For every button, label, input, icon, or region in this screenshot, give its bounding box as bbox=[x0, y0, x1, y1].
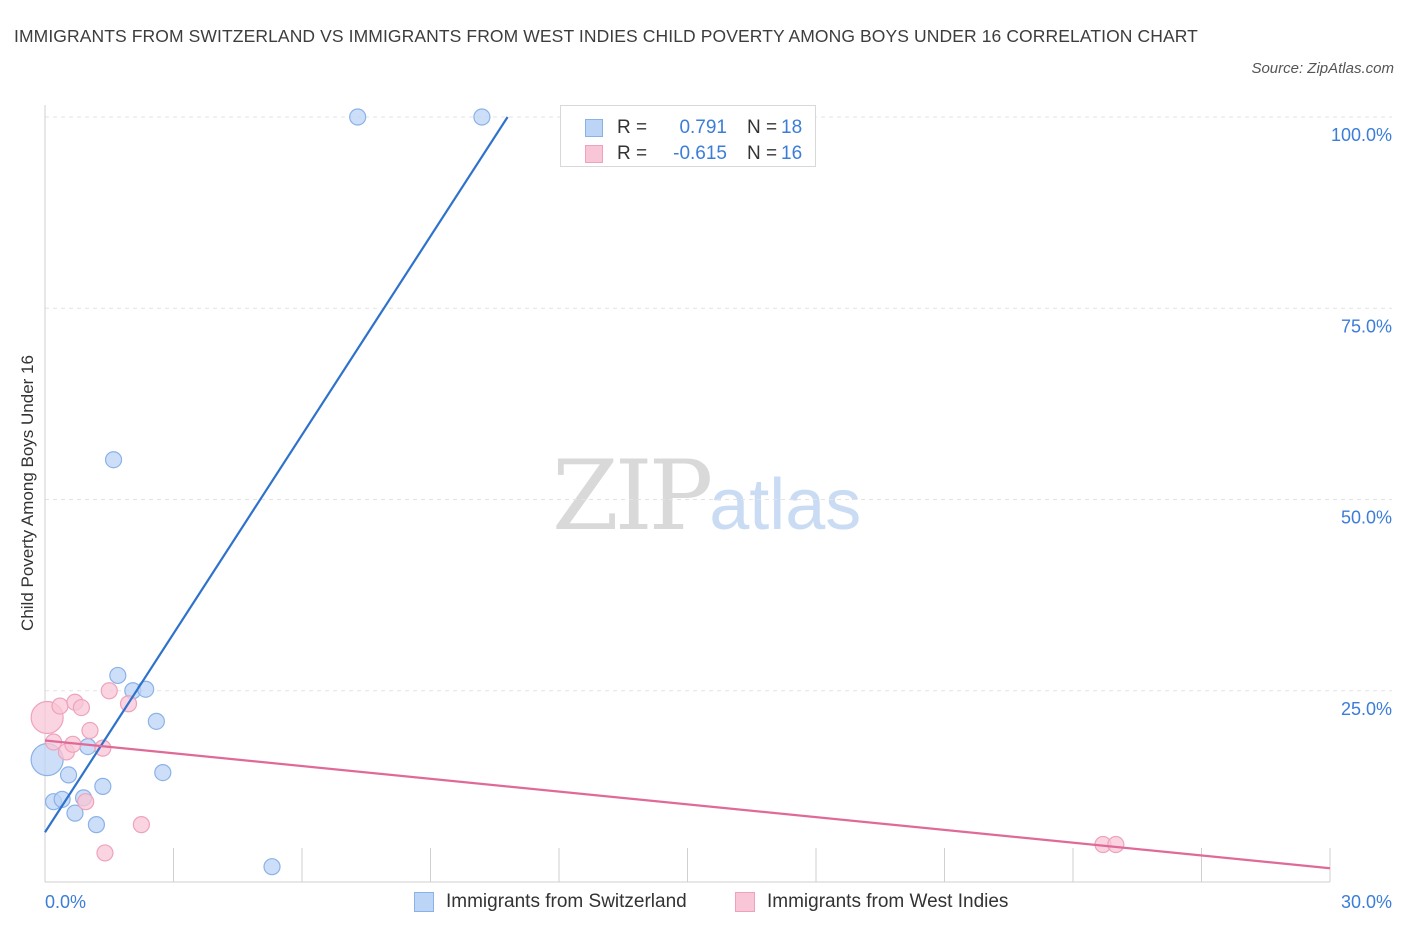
west-indies-point bbox=[77, 793, 95, 811]
legend-n-value: 16 bbox=[781, 143, 803, 164]
y-tick-label: 100.0% bbox=[1331, 125, 1392, 145]
switzerland-point bbox=[59, 766, 78, 784]
y-tick-label: 75.0% bbox=[1341, 316, 1392, 336]
bottom-legend-swatch-pink bbox=[735, 892, 755, 912]
bottom-legend-label-west-indies: Immigrants from West Indies bbox=[767, 891, 1009, 912]
switzerland-point bbox=[79, 737, 97, 756]
west-indies-point bbox=[96, 844, 114, 862]
y-axis-label: Child Poverty Among Boys Under 16 bbox=[18, 355, 37, 631]
west-indies-point bbox=[94, 739, 112, 757]
legend-row-switzerland: R = 0.791 N = 18 bbox=[585, 115, 802, 141]
legend-swatch-blue bbox=[585, 119, 603, 137]
legend-row-west-indies: R = -0.615 N = 16 bbox=[585, 141, 802, 167]
west-indies-point bbox=[81, 721, 99, 740]
switzerland-point bbox=[87, 816, 106, 834]
bottom-legend-switzerland: Immigrants from Switzerland bbox=[414, 889, 687, 915]
legend-r-label: R = bbox=[617, 143, 648, 164]
switzerland-point bbox=[263, 858, 281, 876]
west-indies-point bbox=[132, 816, 150, 834]
legend-r-value: 0.791 bbox=[679, 117, 727, 138]
legend-swatch-pink bbox=[585, 145, 603, 163]
west-indies-trend-line bbox=[44, 739, 1331, 870]
legend-r-label: R = bbox=[617, 117, 648, 138]
west-indies-point bbox=[51, 697, 69, 715]
switzerland-point bbox=[104, 451, 123, 469]
west-indies-point bbox=[1107, 835, 1125, 854]
source-credit: Source: ZipAtlas.com bbox=[1251, 60, 1394, 77]
legend-r-value: -0.615 bbox=[673, 143, 727, 164]
legend-n-label: N = bbox=[747, 143, 778, 164]
bottom-legend-label-switzerland: Immigrants from Switzerland bbox=[446, 891, 687, 912]
west-indies-point bbox=[72, 698, 91, 717]
switzerland-point bbox=[349, 108, 367, 126]
switzerland-point bbox=[154, 764, 172, 782]
west-indies-point bbox=[100, 682, 118, 700]
legend-n-label: N = bbox=[747, 117, 778, 138]
y-tick-label: 25.0% bbox=[1341, 699, 1392, 719]
switzerland-point bbox=[66, 804, 84, 822]
watermark-atlas: atlas bbox=[709, 465, 862, 545]
bottom-legend-west-indies: Immigrants from West Indies bbox=[735, 889, 1008, 915]
x-tick-label: 30.0% bbox=[1341, 892, 1392, 912]
legend-n-value: 18 bbox=[781, 117, 803, 138]
correlation-legend: R = 0.791 N = 18 R = -0.615 N = 16 bbox=[560, 105, 816, 167]
y-tick-label: 50.0% bbox=[1341, 508, 1392, 528]
switzerland-point bbox=[109, 666, 127, 685]
chart-title: IMMIGRANTS FROM SWITZERLAND VS IMMIGRANT… bbox=[14, 26, 1198, 46]
bottom-legend-swatch-blue bbox=[414, 892, 434, 912]
switzerland-point bbox=[147, 712, 165, 730]
zipatlas-watermark: ZIPatlas bbox=[552, 440, 861, 552]
switzerland-trend-line bbox=[44, 116, 509, 833]
switzerland-point bbox=[94, 777, 112, 795]
x-tick-label: 0.0% bbox=[45, 892, 86, 912]
watermark-zip: ZIP bbox=[552, 440, 713, 552]
switzerland-point bbox=[473, 108, 491, 126]
